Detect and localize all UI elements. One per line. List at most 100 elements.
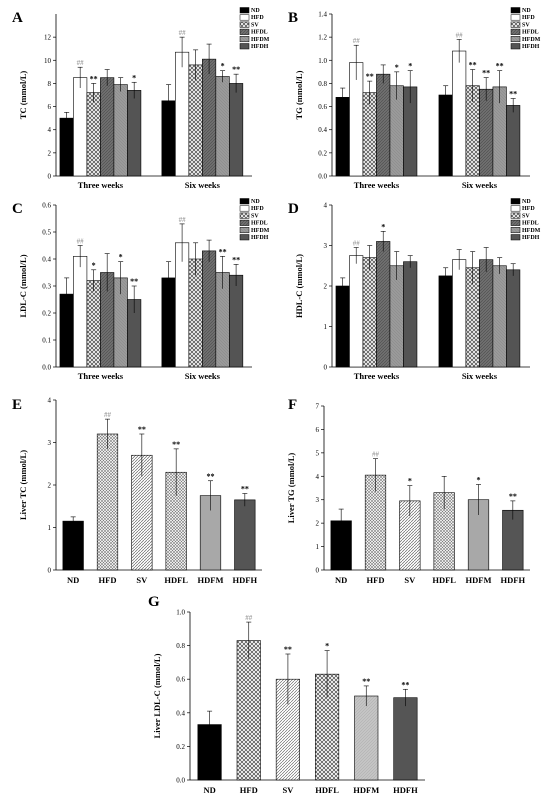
significance-mark: ## [353, 240, 361, 248]
significance-mark: ** [284, 645, 292, 654]
bar-HFDL [202, 58, 217, 177]
y-tick-label: 0.3 [42, 283, 51, 291]
group-label: Three weeks [78, 371, 124, 381]
bar-HFD [452, 50, 467, 177]
legend-label: ND [251, 199, 260, 205]
bar-HFDL [376, 73, 391, 177]
y-tick-label: 5 [316, 449, 320, 457]
legend-label: HFD [522, 15, 535, 21]
y-tick-label: 3 [316, 496, 320, 504]
bar-SV [362, 257, 377, 368]
legend-swatch [510, 21, 521, 28]
y-tick-label: 0.8 [176, 642, 185, 650]
y-tick-label: 0 [316, 567, 320, 575]
legend-swatch [239, 198, 250, 205]
y-tick-label: 2 [316, 520, 320, 528]
legend-swatch [239, 212, 250, 219]
significance-mark: * [92, 261, 96, 270]
legend-swatch [239, 7, 250, 14]
y-tick-label: 7 [316, 403, 320, 411]
significance-mark: ** [232, 65, 240, 74]
y-tick-label: 12 [44, 34, 52, 42]
bar-HFD [96, 433, 119, 571]
significance-mark: ** [496, 62, 504, 71]
significance-mark: * [132, 73, 136, 82]
y-tick-label: 1.2 [318, 34, 327, 42]
significance-mark: ** [172, 440, 180, 449]
legend-label: HFDH [522, 44, 540, 50]
legend-label: HFDM [522, 37, 541, 43]
significance-mark: * [477, 475, 481, 484]
legend-label: HFDM [251, 37, 270, 43]
significance-mark: ## [77, 238, 85, 246]
bar-SV [86, 92, 101, 177]
y-tick-label: 2 [48, 482, 52, 490]
significance-mark: ** [509, 492, 517, 501]
bar-HFDH [229, 83, 244, 177]
legend-label: ND [522, 199, 531, 205]
legend-swatch [239, 219, 250, 226]
y-tick-label: 0 [324, 364, 328, 372]
legend-label: HFDL [522, 30, 539, 36]
legend-label: HFD [251, 15, 264, 21]
y-tick-label: 0.6 [42, 202, 51, 210]
bar-ND [59, 117, 74, 177]
y-tick-label: 0.0 [42, 364, 51, 372]
y-tick-label: 4 [316, 473, 320, 481]
legend-label: HFDM [251, 228, 270, 234]
group-label: Three weeks [78, 180, 124, 190]
significance-mark: ## [353, 37, 361, 45]
bar-HFDM [389, 265, 404, 368]
group-label: Six weeks [185, 371, 221, 381]
category-label: SV [404, 575, 416, 585]
panel-D: D 0 1 2 3 4 HDL-C (mmol/L) ## * Three weeks Six we… [288, 198, 541, 381]
category-label: HDFL [164, 575, 188, 585]
category-label: ND [203, 785, 215, 795]
y-tick-label: 6 [48, 103, 52, 111]
significance-mark: ** [241, 485, 249, 494]
y-tick-label: 2 [324, 283, 328, 291]
bar-HFDM [113, 84, 128, 177]
significance-mark: * [408, 477, 412, 486]
bar-ND [438, 94, 453, 177]
bar-HDFH [393, 697, 418, 781]
significance-mark: ** [401, 680, 409, 689]
panel-letter: E [12, 397, 22, 413]
category-label: HFD [240, 785, 258, 795]
bar-HFD [349, 255, 364, 368]
legend-swatch [510, 212, 521, 219]
bar-SV [362, 92, 377, 177]
category-label: HDFL [432, 575, 456, 585]
bar-HFD [236, 640, 261, 781]
y-tick-label: 1.4 [318, 11, 327, 19]
category-label: HFD [99, 575, 117, 585]
y-tick-label: 0.5 [42, 229, 51, 237]
panel-G: G 0.0 0.2 0.4 0.6 0.8 1.0 Liver LDL-C (mmol/L) N… [148, 594, 425, 795]
legend-swatch [510, 43, 521, 50]
category-label: HDFM [466, 575, 492, 585]
bar-HFDL [479, 259, 494, 368]
category-label: ND [335, 575, 347, 585]
y-tick-label: 0.6 [318, 103, 327, 111]
bar-HDFH [234, 499, 256, 571]
significance-mark: ** [469, 61, 477, 70]
legend-swatch [510, 7, 521, 14]
legend-label: HFDL [522, 221, 539, 227]
significance-mark: * [221, 62, 225, 71]
y-tick-label: 0.8 [318, 80, 327, 88]
category-label: HDFH [393, 785, 418, 795]
significance-mark: ## [179, 29, 187, 37]
legend-label: HFDH [251, 44, 269, 50]
y-tick-label: 8 [48, 80, 52, 88]
significance-mark: ** [207, 472, 215, 481]
category-label: ND [67, 575, 79, 585]
bar-HFDL [100, 77, 115, 177]
bar-HFDL [202, 250, 217, 368]
category-label: SV [282, 785, 294, 795]
legend-swatch [239, 234, 250, 241]
significance-mark: ## [372, 451, 380, 459]
panel-letter: C [12, 201, 23, 217]
significance-mark: * [395, 63, 399, 72]
y-tick-label: 0.4 [42, 256, 51, 264]
